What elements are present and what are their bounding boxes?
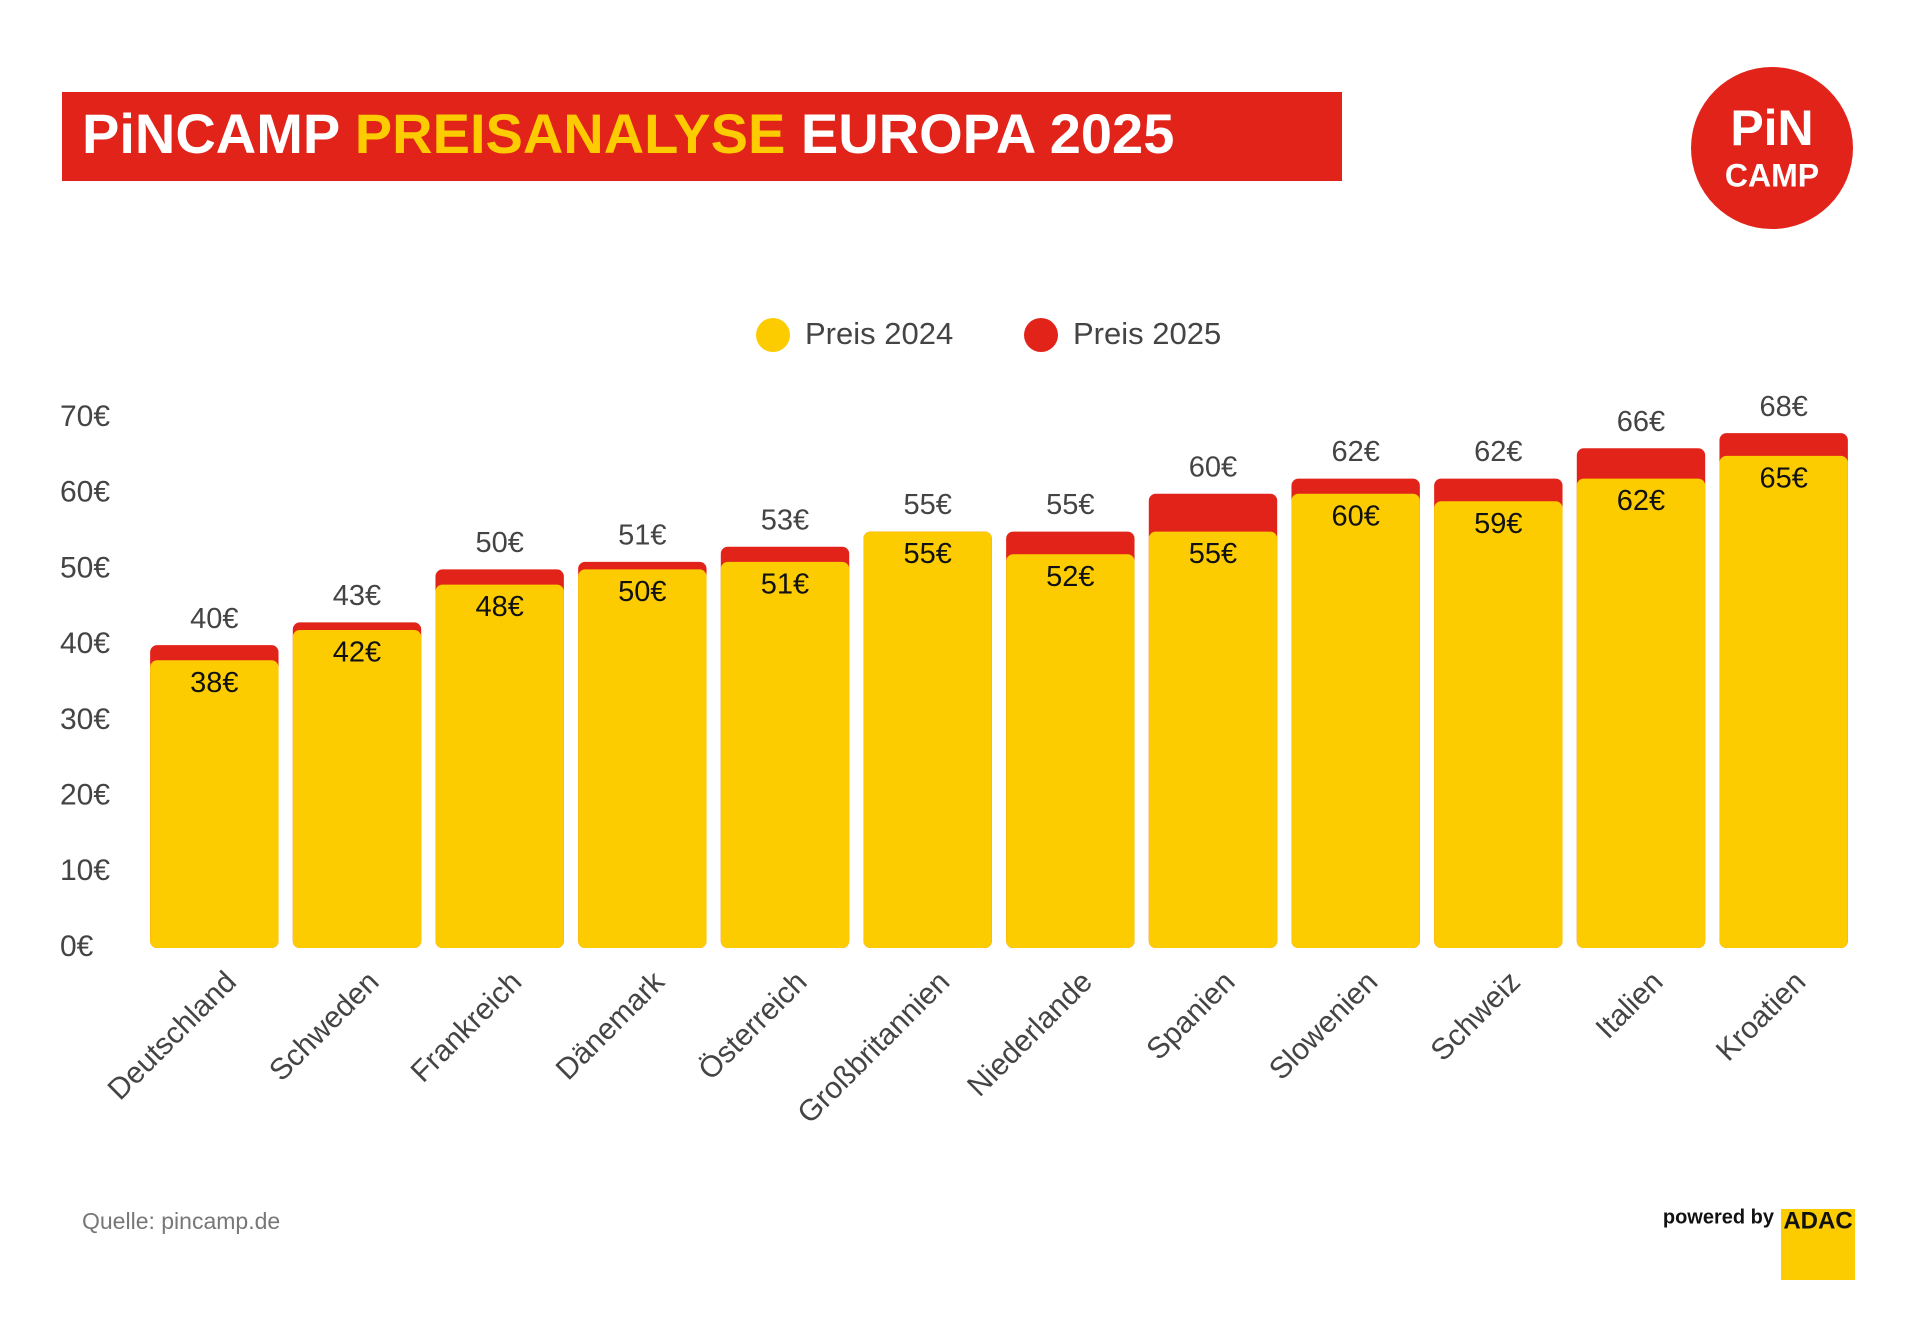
x-tick-label: Schweden [263, 965, 385, 1087]
bar [150, 660, 279, 948]
x-tick-label: Italien [1590, 965, 1670, 1045]
value-label: 51€ [618, 520, 666, 552]
y-tick-label: 40€ [60, 627, 110, 660]
logo-circle [1691, 67, 1853, 229]
y-tick-label: 30€ [60, 703, 110, 736]
bar [1006, 554, 1135, 948]
x-tick-label: Spanien [1140, 965, 1241, 1066]
x-tick-label: Kroatien [1710, 965, 1812, 1067]
adac-text: ADAC [1783, 1207, 1852, 1234]
value-label: 38€ [190, 667, 238, 699]
x-tick-label: Deutschland [102, 965, 243, 1106]
y-tick-label: 10€ [60, 854, 110, 887]
bar [1291, 493, 1420, 948]
value-label: 59€ [1474, 508, 1522, 540]
title-banner [62, 92, 1342, 181]
legend-swatch [1024, 318, 1058, 352]
bar [720, 561, 850, 948]
legend-label: Preis 2024 [805, 316, 953, 351]
value-label: 55€ [1189, 538, 1237, 570]
value-label: 55€ [903, 489, 951, 521]
value-label: 60€ [1331, 500, 1379, 532]
legend-label: Preis 2025 [1073, 316, 1221, 351]
bar [578, 569, 707, 948]
bar [292, 630, 422, 948]
value-label: 68€ [1759, 391, 1807, 423]
x-tick-label: Slowenien [1263, 965, 1384, 1086]
value-label: 43€ [333, 580, 381, 612]
value-label: 66€ [1617, 406, 1665, 438]
value-label: 52€ [1046, 561, 1094, 593]
title-part: PREISANALYSE [355, 102, 786, 165]
chart-title: PiNCAMP PREISANALYSE EUROPA 2025 [82, 102, 1174, 165]
value-label: 50€ [475, 527, 523, 559]
title-part: EUROPA 2025 [801, 102, 1175, 165]
value-label: 62€ [1617, 485, 1665, 517]
value-label: 62€ [1331, 436, 1379, 468]
x-tick-label: Dänemark [550, 965, 672, 1087]
value-label: 50€ [618, 576, 666, 608]
value-label: 65€ [1759, 463, 1807, 495]
value-label: 55€ [1046, 489, 1094, 521]
y-tick-label: 70€ [60, 400, 110, 433]
value-label: 53€ [761, 504, 809, 536]
value-label: 62€ [1474, 436, 1522, 468]
powered-by: powered by [1663, 1206, 1775, 1228]
bar [435, 584, 564, 948]
bar [863, 531, 992, 948]
value-label: 42€ [333, 637, 381, 669]
x-tick-label: Schweiz [1425, 965, 1527, 1067]
bar [1719, 455, 1848, 948]
value-label: 60€ [1189, 451, 1237, 483]
x-tick-label: Frankreich [405, 965, 529, 1089]
logo-text: PiN [1730, 100, 1813, 156]
y-tick-label: 60€ [60, 476, 110, 509]
adac-box [1781, 1209, 1855, 1280]
value-label: 40€ [190, 603, 238, 635]
x-tick-label: Österreich [692, 965, 813, 1086]
x-tick-label: Großbritannien [791, 965, 956, 1130]
y-tick-label: 50€ [60, 551, 110, 584]
value-label: 51€ [761, 569, 809, 601]
source: Quelle: pincamp.de [82, 1208, 280, 1234]
bar [1434, 501, 1563, 948]
y-tick-label: 0€ [60, 930, 94, 963]
bar [1148, 531, 1278, 948]
title-part: PiNCAMP [82, 102, 339, 165]
value-label: 55€ [903, 538, 951, 570]
value-label: 48€ [475, 591, 523, 623]
logo-text: CAMP [1725, 157, 1819, 193]
legend-swatch [756, 318, 790, 352]
y-tick-label: 20€ [60, 778, 110, 811]
x-tick-label: Niederlande [961, 965, 1099, 1103]
bar [1576, 478, 1706, 948]
